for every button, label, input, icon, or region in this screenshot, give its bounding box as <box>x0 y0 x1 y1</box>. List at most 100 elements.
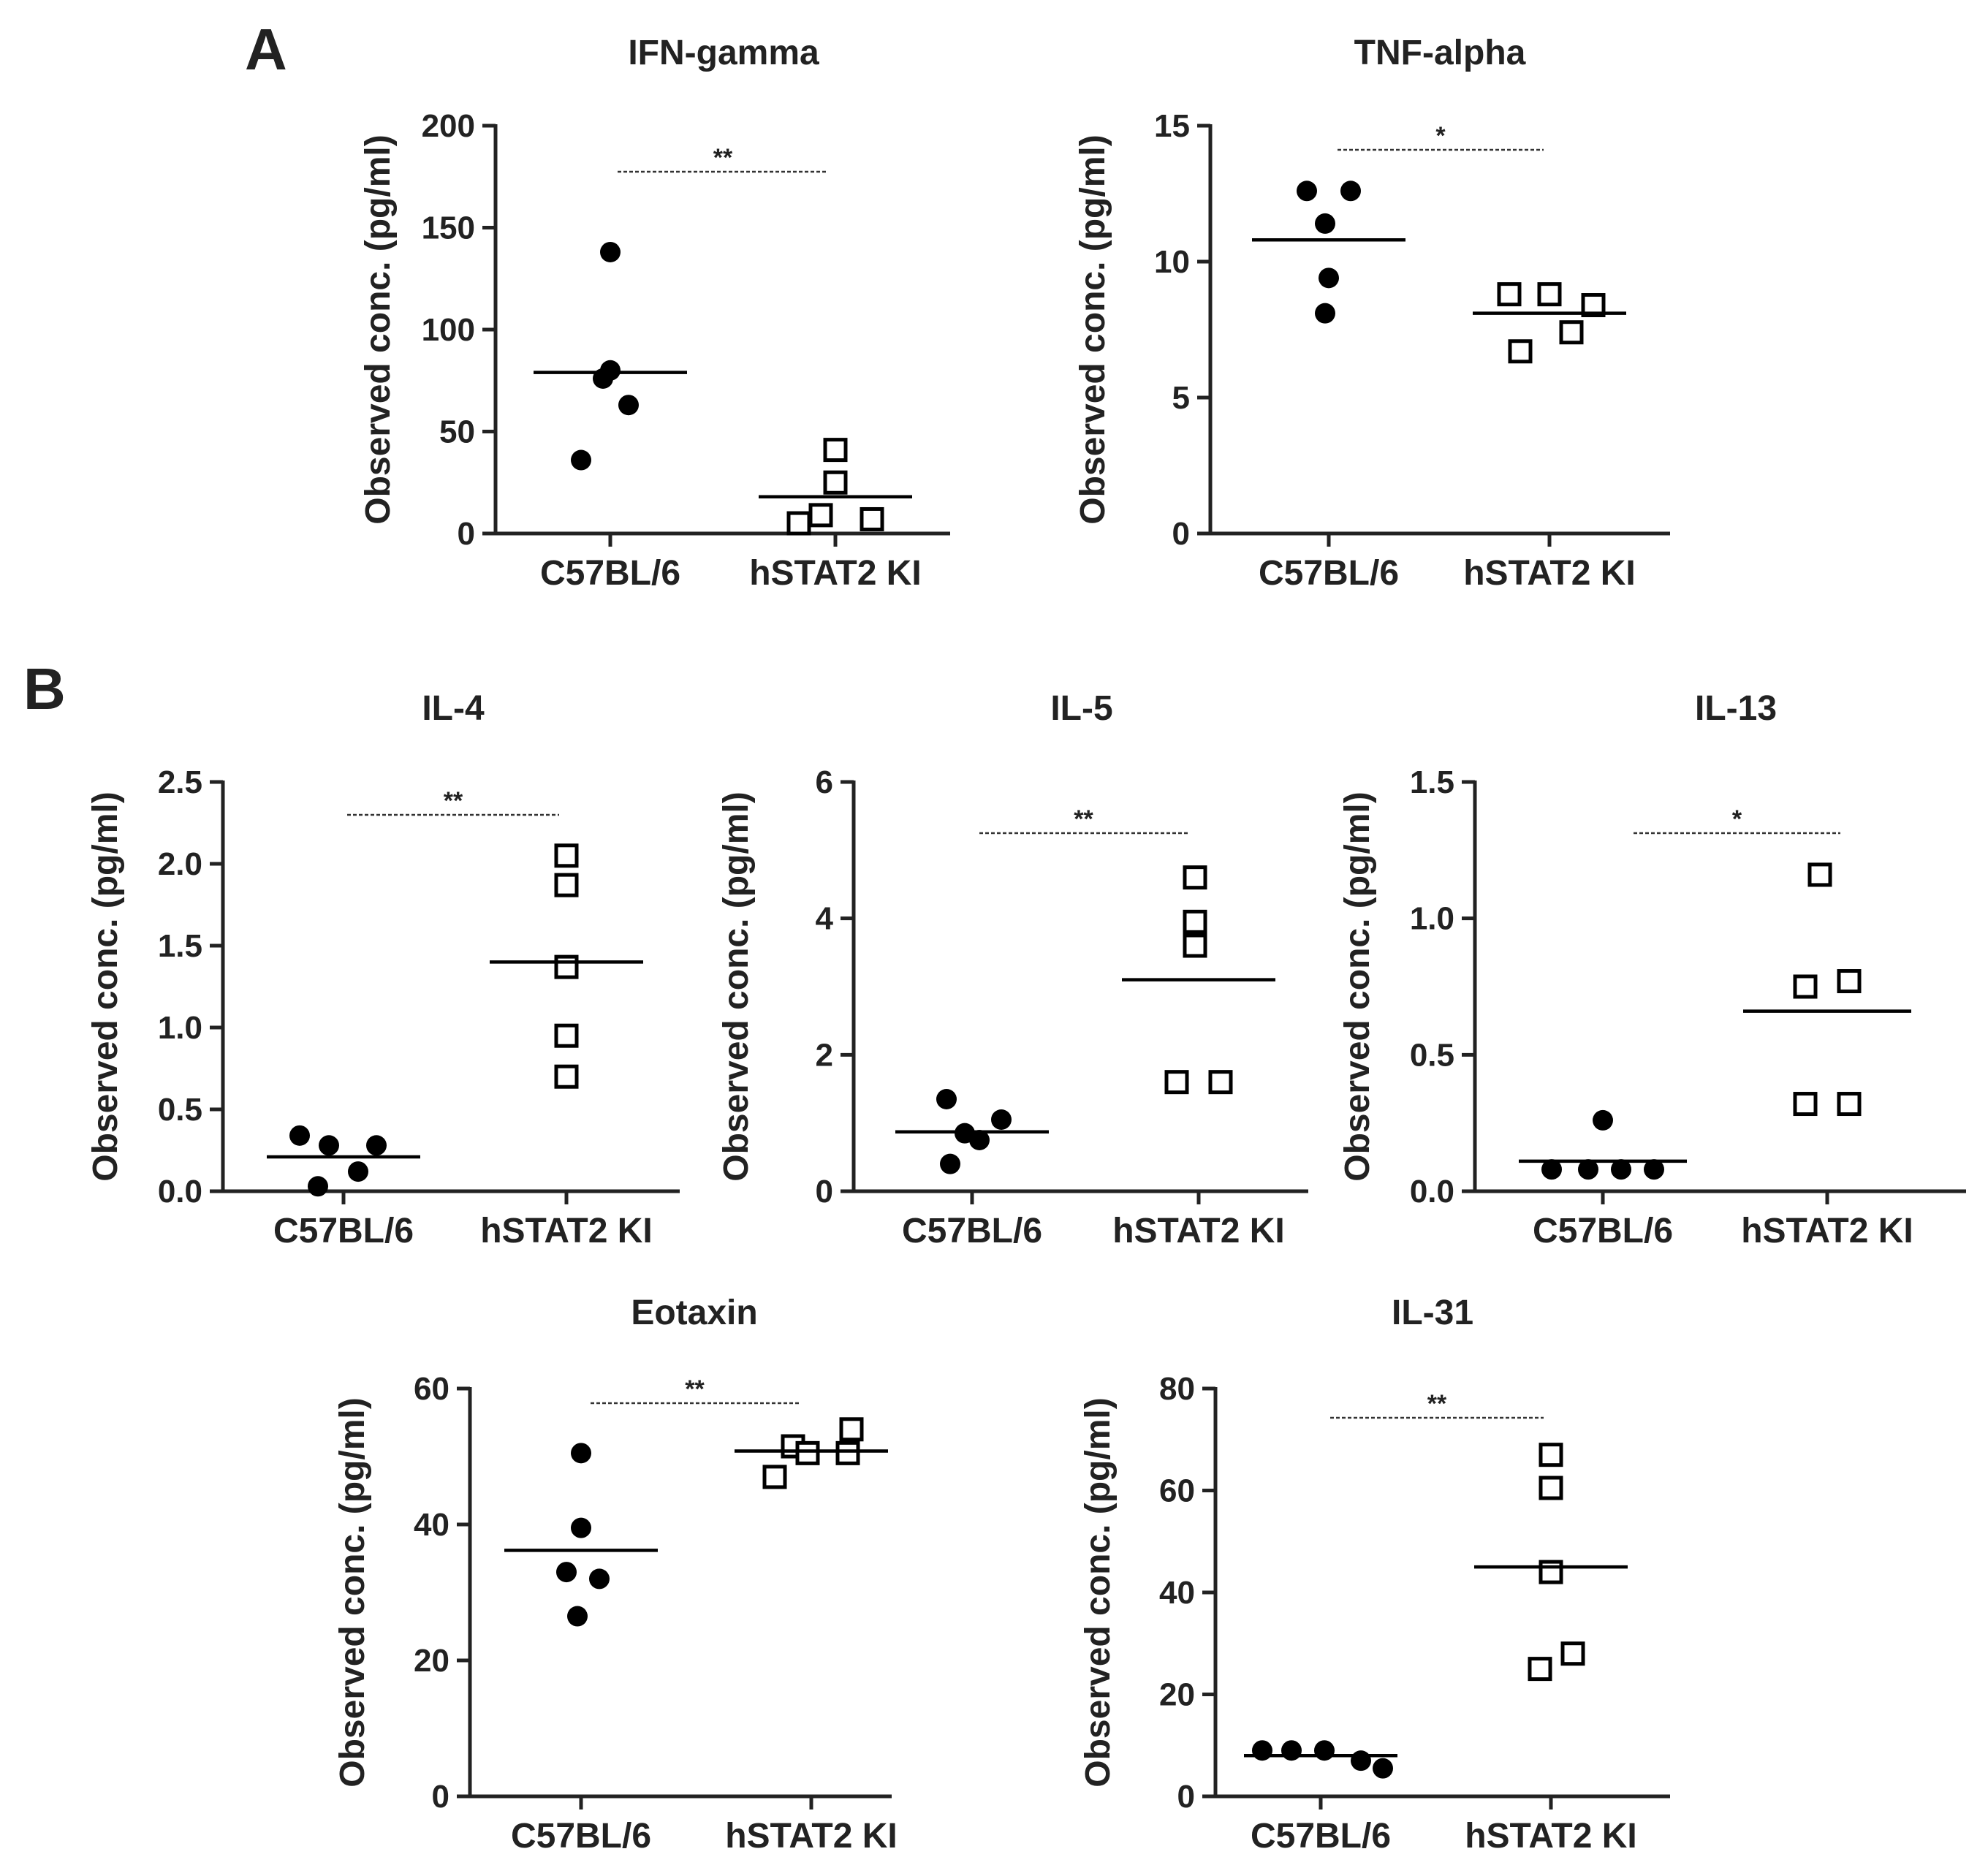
significance-label: ** <box>685 1375 705 1403</box>
data-point-square <box>1208 1070 1233 1095</box>
data-point-circle <box>1297 181 1317 202</box>
x-category-label: hSTAT2 KI <box>749 554 922 593</box>
y-tick-label: 150 <box>422 210 475 246</box>
x-category-label: hSTAT2 KI <box>1741 1212 1913 1250</box>
data-point-circle <box>1611 1159 1631 1180</box>
data-point-square <box>1164 1070 1189 1095</box>
significance-label: ** <box>444 787 463 815</box>
y-tick-label: 200 <box>422 108 475 144</box>
chart-il-31: IL-31 0 20 40 60 80 C57BL/6 hSTAT2 KI Observed c… <box>1079 1294 1670 1856</box>
data-point-circle <box>1281 1740 1302 1761</box>
significance-label: * <box>1435 122 1446 150</box>
y-tick-label: 20 <box>414 1643 449 1679</box>
x-category-label: C57BL/6 <box>273 1212 414 1250</box>
x-category-label: C57BL/6 <box>1251 1817 1391 1856</box>
data-point-circle <box>589 1568 610 1590</box>
data-point-circle <box>289 1125 310 1146</box>
data-point-circle <box>1340 181 1361 202</box>
y-axis-title: Observed conc. (pg/ml) <box>333 1397 372 1787</box>
y-tick-label: 0 <box>432 1779 449 1815</box>
chart-title: TNF-alpha <box>1354 34 1526 72</box>
chart-title: IL-4 <box>422 689 485 728</box>
significance-label: ** <box>1427 1390 1447 1418</box>
data-point-square <box>762 1465 787 1489</box>
x-category-label: hSTAT2 KI <box>1465 1817 1637 1856</box>
y-tick-label: 80 <box>1159 1371 1195 1407</box>
chart-il-5: IL-5 0 2 4 6 C57BL/6 hSTAT2 KI Observed conc. (… <box>717 689 1308 1250</box>
chart-title: Eotaxin <box>631 1294 757 1332</box>
data-point-square <box>1793 1092 1818 1117</box>
data-point-circle <box>618 395 639 416</box>
data-point-square <box>1560 1641 1585 1666</box>
data-point-square <box>1539 1443 1563 1467</box>
data-point-circle <box>969 1130 990 1150</box>
y-tick-label: 50 <box>439 414 475 450</box>
data-point-circle <box>1373 1758 1393 1779</box>
data-point-square <box>1183 865 1207 890</box>
x-category-label: hSTAT2 KI <box>1112 1212 1285 1250</box>
data-point-square <box>1837 969 1862 994</box>
data-point-circle <box>556 1562 577 1583</box>
y-tick-label: 0 <box>816 1174 833 1209</box>
data-point-circle <box>1351 1750 1371 1771</box>
x-category-label: C57BL/6 <box>540 554 680 593</box>
data-point-circle <box>600 241 621 262</box>
data-point-circle <box>1541 1159 1562 1180</box>
data-point-circle <box>1578 1159 1598 1180</box>
y-tick-label: 0 <box>1177 1779 1195 1815</box>
chart-title: IFN-gamma <box>628 34 819 72</box>
data-point-circle <box>1315 213 1335 234</box>
y-tick-label: 4 <box>816 901 834 937</box>
data-point-square <box>1528 1657 1552 1682</box>
data-point-square <box>554 1064 579 1089</box>
y-tick-label: 15 <box>1154 108 1190 144</box>
data-point-square <box>1497 282 1522 307</box>
data-point-square <box>1793 974 1818 999</box>
panel-label-a: A <box>245 17 287 82</box>
y-tick-label: 20 <box>1159 1677 1195 1713</box>
x-category-label: hSTAT2 KI <box>480 1212 653 1250</box>
data-point-square <box>1537 282 1562 307</box>
chart-title: IL-5 <box>1050 689 1112 728</box>
significance-label: ** <box>713 144 733 172</box>
y-tick-label: 1.0 <box>158 1010 202 1046</box>
data-point-circle <box>571 1443 591 1464</box>
chart-eotaxin: Eotaxin 0 20 40 60 C57BL/6 hSTAT2 KI Observed c… <box>333 1294 898 1856</box>
panel-label-b: B <box>23 656 66 721</box>
data-point-square <box>1559 320 1584 345</box>
y-tick-label: 0 <box>458 516 475 552</box>
data-point-circle <box>308 1176 328 1197</box>
data-point-circle <box>366 1135 387 1156</box>
y-tick-label: 6 <box>816 764 833 800</box>
data-point-square <box>808 503 833 528</box>
chart-title: IL-31 <box>1392 1294 1473 1332</box>
y-tick-label: 2 <box>816 1037 833 1073</box>
y-tick-label: 1.5 <box>158 928 202 964</box>
x-category-label: C57BL/6 <box>1259 554 1399 593</box>
data-point-square <box>1183 933 1207 958</box>
data-point-square <box>1807 862 1832 887</box>
y-axis-title: Observed conc. (pg/ml) <box>359 134 398 524</box>
y-tick-label: 0 <box>1172 516 1190 552</box>
y-tick-label: 1.5 <box>1410 764 1454 800</box>
chart-ifn-gamma: IFN-gamma 0 50 100 150 200 C57BL/6 hSTAT2 KI Obs… <box>359 34 950 593</box>
data-point-square <box>554 873 579 897</box>
data-point-square <box>781 1434 805 1459</box>
x-category-label: hSTAT2 KI <box>725 1817 898 1856</box>
data-point-circle <box>940 1153 960 1174</box>
x-category-label: C57BL/6 <box>1533 1212 1673 1250</box>
data-point-circle <box>571 449 591 471</box>
data-point-square <box>860 506 884 531</box>
data-point-circle <box>1593 1109 1613 1131</box>
data-point-circle <box>567 1606 588 1627</box>
y-tick-label: 0.0 <box>1410 1174 1454 1209</box>
data-point-square <box>554 843 579 868</box>
y-tick-label: 60 <box>1159 1473 1195 1509</box>
y-axis-title: Observed conc. (pg/ml) <box>1074 134 1112 524</box>
data-point-square <box>823 470 848 495</box>
y-tick-label: 100 <box>422 312 475 348</box>
data-point-circle <box>936 1089 957 1109</box>
data-point-square <box>1539 1560 1563 1584</box>
